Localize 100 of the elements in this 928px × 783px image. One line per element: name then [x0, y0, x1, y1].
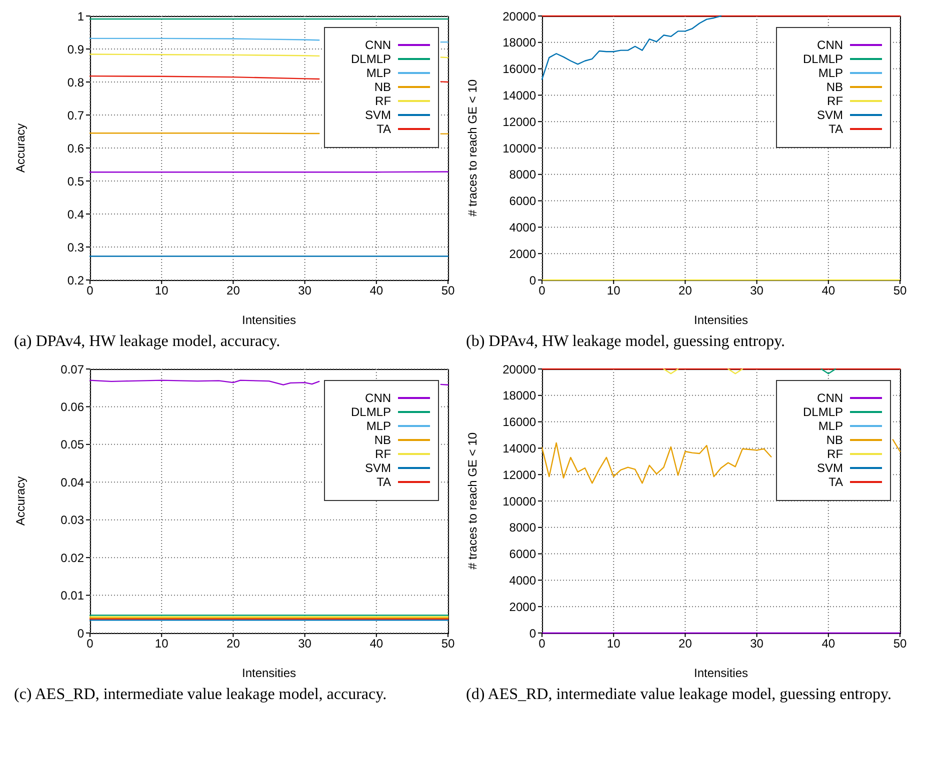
- legend-label: NB: [374, 433, 392, 448]
- y-tick-label: 0.02: [60, 550, 84, 565]
- legend-label: DLMLP: [803, 52, 844, 66]
- y-tick-label: 0.8: [67, 75, 84, 90]
- y-tick-label: 8000: [509, 520, 536, 535]
- x-tick-label: 10: [606, 636, 621, 651]
- y-tick-label: 16000: [502, 415, 536, 430]
- x-tick-label: 0: [538, 284, 546, 298]
- legend-label: MLP: [366, 66, 392, 80]
- legend-label: DLMLP: [351, 405, 392, 420]
- legend-label: SVM: [365, 108, 392, 122]
- x-tick-label: 50: [441, 284, 455, 298]
- y-tick-label: 0.04: [60, 475, 84, 490]
- x-tick-label: 10: [154, 636, 169, 651]
- x-tick-label: 20: [226, 636, 240, 651]
- y-tick-label: 10000: [502, 141, 536, 156]
- y-tick-label: 0.06: [60, 400, 84, 414]
- line-series: [541, 15, 722, 80]
- x-tick-label: 50: [893, 636, 907, 651]
- x-tick-label: 30: [750, 284, 764, 298]
- x-tick-label: 20: [226, 284, 240, 298]
- x-tick-label: 10: [154, 284, 169, 298]
- legend-label: RF: [827, 447, 844, 462]
- legend-label: NB: [826, 433, 844, 448]
- legend-label: MLP: [818, 66, 844, 80]
- x-tick-label: 20: [678, 636, 692, 651]
- legend-label: TA: [828, 122, 844, 136]
- text: (a) DPAv4, HW leakage model, accuracy.: [13, 332, 282, 352]
- x-axis-title: Intensities: [242, 666, 296, 680]
- y-tick-label: 10000: [502, 494, 536, 508]
- y-tick-label: 0.3: [67, 240, 84, 254]
- y-tick-label: 4000: [509, 220, 536, 234]
- y-tick-label: 0.07: [60, 362, 84, 376]
- y-tick-label: 6000: [509, 547, 536, 562]
- y-tick-label: 0: [529, 626, 536, 640]
- y-tick-label: 0.7: [67, 108, 84, 122]
- y-tick-label: 20000: [502, 9, 536, 24]
- y-tick-label: 0.03: [60, 513, 84, 528]
- legend-label: SVM: [817, 461, 844, 476]
- x-axis-title: Intensities: [694, 313, 748, 327]
- y-tick-label: 12000: [502, 114, 536, 129]
- x-axis-title: Intensities: [694, 666, 748, 680]
- y-tick-label: 2000: [509, 600, 536, 614]
- legend-label: RF: [375, 94, 392, 108]
- x-tick-label: 0: [538, 636, 546, 651]
- legend-label: CNN: [817, 391, 844, 406]
- legend-label: NB: [826, 80, 844, 94]
- x-tick-label: 40: [370, 636, 384, 651]
- y-tick-label: 14000: [502, 441, 536, 456]
- y-tick-label: 2000: [509, 246, 536, 261]
- y-tick-label: 4000: [509, 573, 536, 588]
- legend-label: MLP: [818, 419, 844, 434]
- x-tick-label: 0: [86, 636, 94, 651]
- y-tick-label: 1: [77, 9, 84, 24]
- legend-label: SVM: [365, 461, 392, 476]
- text: (d) AES_RD, intermediate value leakage model, guessing entropy.: [465, 685, 893, 705]
- legend-label: MLP: [366, 419, 392, 434]
- legend-label: CNN: [817, 38, 844, 52]
- x-tick-label: 30: [298, 636, 312, 651]
- x-tick-label: 10: [606, 284, 621, 298]
- text: (b) DPAv4, HW leakage model, guessing entropy.: [465, 332, 786, 352]
- legend-label: DLMLP: [803, 405, 844, 420]
- y-tick-label: 0.01: [60, 588, 84, 603]
- y-tick-label: 14000: [502, 88, 536, 102]
- y-tick-label: 0.2: [67, 273, 84, 288]
- legend-label: TA: [828, 475, 844, 490]
- y-tick-label: 12000: [502, 468, 536, 482]
- y-tick-label: 6000: [509, 194, 536, 208]
- y-axis-title: # traces to reach GE < 10: [465, 79, 480, 217]
- y-tick-label: 0: [77, 626, 84, 640]
- y-tick-label: 18000: [502, 388, 536, 403]
- y-tick-label: 0.4: [67, 207, 84, 222]
- y-tick-label: 0: [529, 273, 536, 288]
- legend-label: CNN: [365, 391, 392, 406]
- x-tick-label: 40: [370, 284, 384, 298]
- y-tick-label: 20000: [502, 362, 536, 376]
- legend-label: TA: [376, 475, 392, 490]
- x-tick-label: 50: [441, 636, 455, 651]
- x-tick-label: 40: [822, 636, 836, 651]
- y-tick-label: 0.5: [67, 174, 84, 188]
- x-axis-title: Intensities: [242, 313, 296, 327]
- y-tick-label: 0.6: [67, 141, 84, 156]
- legend-label: DLMLP: [351, 52, 392, 66]
- legend-label: RF: [827, 94, 844, 108]
- y-axis-title: # traces to reach GE < 10: [465, 432, 480, 570]
- text: (c) AES_RD, intermediate value leakage model, accuracy.: [13, 685, 388, 705]
- y-tick-label: 18000: [502, 36, 536, 50]
- x-tick-label: 30: [298, 284, 312, 298]
- y-axis-title: Accuracy: [13, 476, 28, 526]
- x-tick-label: 20: [678, 284, 692, 298]
- y-tick-label: 0.9: [67, 42, 84, 56]
- y-tick-label: 8000: [509, 168, 536, 182]
- y-tick-label: 16000: [502, 62, 536, 76]
- x-tick-label: 0: [86, 284, 94, 298]
- y-axis-title: Accuracy: [13, 123, 28, 173]
- x-tick-label: 50: [893, 284, 907, 298]
- legend-label: CNN: [365, 38, 392, 52]
- y-tick-label: 0.05: [60, 438, 84, 452]
- legend-label: SVM: [817, 108, 844, 122]
- legend-label: RF: [375, 447, 392, 462]
